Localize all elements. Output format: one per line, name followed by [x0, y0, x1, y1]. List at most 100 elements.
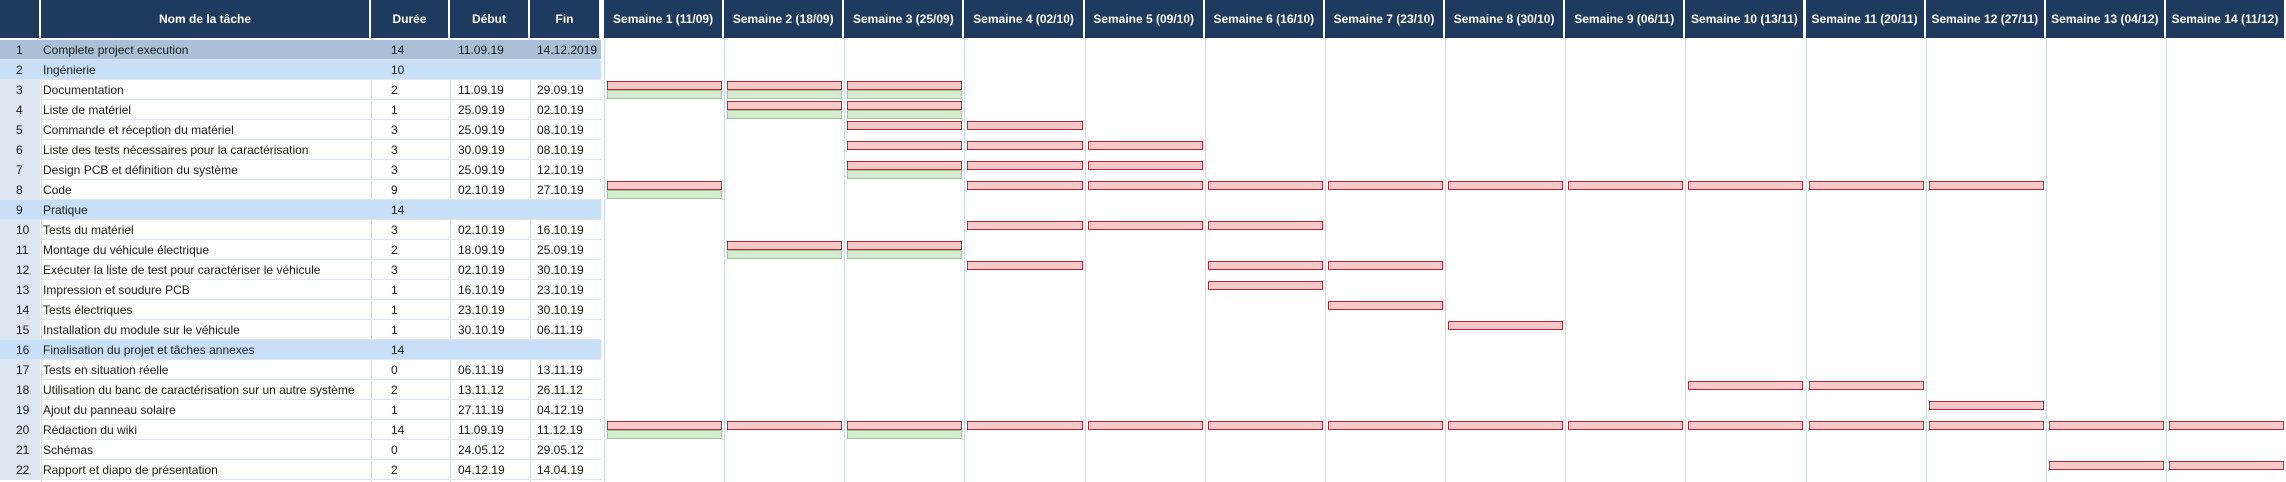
actual-bar[interactable] — [607, 190, 723, 199]
phase-row[interactable]: 16 Finalisation du projet et tâches annex… — [0, 340, 601, 360]
planned-bar[interactable] — [1928, 421, 2044, 430]
planned-bar[interactable] — [1448, 321, 1564, 330]
task-row[interactable]: 11 Montage du véhicule électrique 2 18.09.1… — [0, 240, 601, 260]
planned-bar[interactable] — [1087, 141, 1203, 150]
week-header: Semaine 14 (11/12) — [2165, 0, 2286, 38]
planned-bar[interactable] — [1928, 181, 2044, 190]
planned-bar[interactable] — [727, 421, 843, 430]
planned-bar[interactable] — [967, 141, 1083, 150]
planned-bar[interactable] — [1207, 421, 1323, 430]
task-start-date: 02.10.19 — [458, 223, 505, 237]
task-row[interactable]: 5 Commande et réception du matériel 3 25.09… — [0, 120, 601, 140]
task-row[interactable]: 15 Installation du module sur le véhicule… — [0, 320, 601, 340]
planned-bar[interactable] — [1448, 421, 1564, 430]
planned-bar[interactable] — [2168, 421, 2285, 430]
header-task-name[interactable]: Nom de la tâche — [41, 0, 371, 38]
planned-bar[interactable] — [967, 221, 1083, 230]
task-row[interactable]: 22 Rapport et diapo de présentation 2 04.12… — [0, 460, 601, 480]
planned-bar[interactable] — [607, 81, 723, 90]
task-start-date: 02.10.19 — [458, 183, 505, 197]
planned-bar[interactable] — [847, 161, 963, 170]
planned-bar[interactable] — [2048, 461, 2164, 470]
row-divider — [0, 379, 601, 380]
week-gridline — [844, 38, 846, 482]
planned-bar[interactable] — [1207, 221, 1323, 230]
actual-bar[interactable] — [727, 90, 843, 99]
planned-bar[interactable] — [1808, 421, 1924, 430]
header-end[interactable]: Fin — [530, 0, 601, 38]
planned-bar[interactable] — [1207, 181, 1323, 190]
planned-bar[interactable] — [967, 421, 1083, 430]
planned-bar[interactable] — [967, 161, 1083, 170]
planned-bar[interactable] — [1568, 181, 1684, 190]
planned-bar[interactable] — [2168, 461, 2285, 470]
planned-bar[interactable] — [1207, 281, 1323, 290]
planned-bar[interactable] — [1448, 181, 1564, 190]
planned-bar[interactable] — [847, 141, 963, 150]
task-row[interactable]: 7 Design PCB et définition du système 3 25.… — [0, 160, 601, 180]
planned-bar[interactable] — [1808, 181, 1924, 190]
task-number: 19 — [0, 400, 40, 420]
task-row[interactable]: 12 Exécuter la liste de test pour caracté… — [0, 260, 601, 280]
task-row[interactable]: 13 Impression et soudure PCB 1 16.10.19 23.1… — [0, 280, 601, 300]
task-number: 9 — [16, 203, 23, 217]
planned-bar[interactable] — [1207, 261, 1323, 270]
planned-bar[interactable] — [967, 121, 1083, 130]
planned-bar[interactable] — [1688, 381, 1804, 390]
planned-bar[interactable] — [727, 81, 843, 90]
header-start[interactable]: Début — [450, 0, 530, 38]
planned-bar[interactable] — [1327, 261, 1444, 270]
planned-bar[interactable] — [1087, 221, 1203, 230]
planned-bar[interactable] — [847, 101, 963, 110]
task-row[interactable]: 10 Tests du matériel 3 02.10.19 16.10.19 — [0, 220, 601, 240]
actual-bar[interactable] — [847, 250, 963, 259]
planned-bar[interactable] — [847, 421, 963, 430]
task-row[interactable]: 6 Liste des tests nécessaires pour la car… — [0, 140, 601, 160]
task-row[interactable]: 21 Schémas 0 24.05.12 29.05.12 — [0, 440, 601, 460]
planned-bar[interactable] — [727, 101, 843, 110]
planned-bar[interactable] — [1688, 421, 1804, 430]
planned-bar[interactable] — [847, 81, 963, 90]
planned-bar[interactable] — [1327, 181, 1444, 190]
header-duration[interactable]: Durée — [371, 0, 450, 38]
planned-bar[interactable] — [1568, 421, 1684, 430]
planned-bar[interactable] — [847, 241, 963, 250]
planned-bar[interactable] — [847, 121, 963, 130]
phase-row[interactable]: 2 Ingénierie 10 — [0, 60, 601, 80]
actual-bar[interactable] — [607, 430, 723, 439]
actual-bar[interactable] — [607, 90, 723, 99]
planned-bar[interactable] — [607, 421, 723, 430]
actual-bar[interactable] — [847, 430, 963, 439]
task-row[interactable]: 18 Utilisation du banc de caractérisation… — [0, 380, 601, 400]
week-gridline — [1084, 38, 1086, 482]
task-row[interactable]: 19 Ajout du panneau solaire 1 27.11.19 04.12… — [0, 400, 601, 420]
planned-bar[interactable] — [967, 181, 1083, 190]
task-start-date: 25.09.19 — [458, 103, 505, 117]
planned-bar[interactable] — [1808, 381, 1924, 390]
actual-bar[interactable] — [727, 250, 843, 259]
actual-bar[interactable] — [847, 170, 963, 179]
actual-bar[interactable] — [847, 90, 963, 99]
task-row[interactable]: 4 Liste de matériel 1 25.09.19 02.10.19 — [0, 100, 601, 120]
planned-bar[interactable] — [727, 241, 843, 250]
planned-bar[interactable] — [1327, 301, 1444, 310]
task-row[interactable]: 3 Documentation 2 11.09.19 29.09.19 — [0, 80, 601, 100]
actual-bar[interactable] — [847, 110, 963, 119]
column-divider — [530, 38, 531, 482]
planned-bar[interactable] — [1087, 421, 1203, 430]
planned-bar[interactable] — [2048, 421, 2164, 430]
planned-bar[interactable] — [1087, 181, 1203, 190]
planned-bar[interactable] — [1928, 401, 2044, 410]
planned-bar[interactable] — [607, 181, 723, 190]
planned-bar[interactable] — [967, 261, 1083, 270]
task-row[interactable]: 17 Tests en situation réelle 0 06.11.19 13.1… — [0, 360, 601, 380]
project-row[interactable]: 1 Complete project execution 14 11.09.19 14.… — [0, 40, 601, 60]
phase-row[interactable]: 9 Pratique 14 — [0, 200, 601, 220]
planned-bar[interactable] — [1688, 181, 1804, 190]
actual-bar[interactable] — [727, 110, 843, 119]
task-row[interactable]: 14 Tests électriques 1 23.10.19 30.10.19 — [0, 300, 601, 320]
planned-bar[interactable] — [1087, 161, 1203, 170]
task-row[interactable]: 8 Code 9 02.10.19 27.10.19 — [0, 180, 601, 200]
task-row[interactable]: 20 Rédaction du wiki 14 11.09.19 11.12.19 — [0, 420, 601, 440]
planned-bar[interactable] — [1327, 421, 1444, 430]
